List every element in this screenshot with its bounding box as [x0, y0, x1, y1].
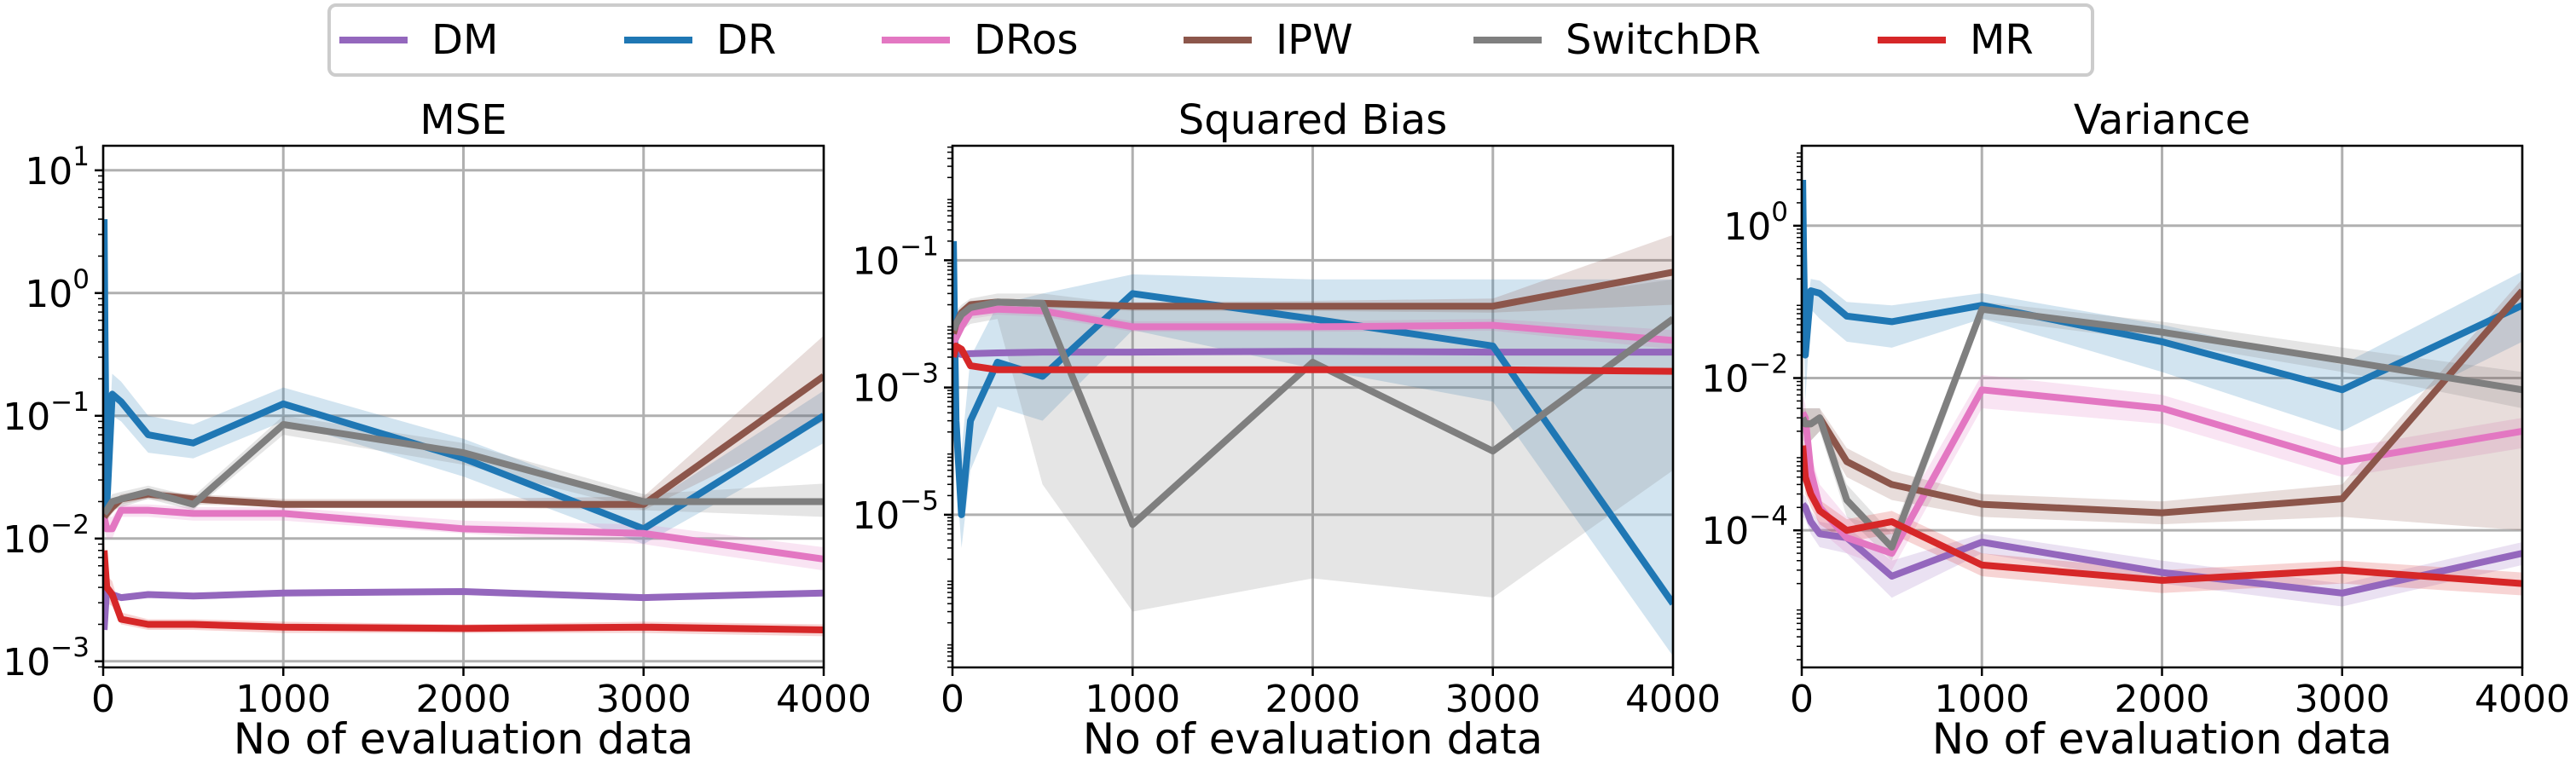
series-layer: [952, 222, 1673, 656]
x-axis-label: No of evaluation data: [1083, 714, 1543, 764]
x-tick-label: 3000: [1445, 678, 1541, 721]
y-tick-label: 10−2: [1701, 349, 1788, 401]
band-switchdr: [1803, 302, 2522, 561]
y-tick-label: 10−2: [3, 510, 90, 562]
series-layer: [103, 182, 824, 637]
x-tick-label: 4000: [776, 678, 871, 721]
legend-swatch: [339, 37, 408, 43]
legend-label: IPW: [1276, 16, 1353, 64]
legend: DM DR DRos IPW SwitchDR MR: [327, 3, 2094, 77]
panel-title: Variance: [2074, 96, 2250, 144]
band-ipw: [1803, 279, 2522, 531]
series-line-switchdr: [952, 298, 1673, 528]
band-mr: [1803, 430, 2522, 596]
series-line-dros: [952, 305, 1673, 345]
legend-label: SwitchDR: [1566, 16, 1762, 64]
band-switchdr: [104, 415, 824, 521]
panel-mse: 0 1000 2000 3000 4000 10−3 10−2 10−1 100 101 MSE No…: [3, 96, 871, 764]
x-tick-label: 0: [941, 678, 964, 721]
y-tick-label: 100: [1723, 197, 1788, 249]
x-tick-label: 1000: [1085, 678, 1180, 721]
x-tick-label: 1000: [235, 678, 331, 721]
x-tick-label: 2000: [2115, 678, 2210, 721]
band-switchdr: [953, 279, 1673, 612]
series-line-dr: [1802, 179, 2522, 394]
y-tick-label: 100: [25, 264, 90, 316]
x-tick-label: 0: [91, 678, 115, 721]
legend-label: DM: [431, 16, 499, 64]
series-layer: [1802, 157, 2522, 607]
x-tick-label: 4000: [1625, 678, 1721, 721]
legend-swatch: [1878, 37, 1946, 43]
y-tick-label: 10−3: [3, 632, 90, 684]
legend-label: DR: [716, 16, 777, 64]
legend-label: DRos: [974, 16, 1079, 64]
x-axis-label: No of evaluation data: [1932, 714, 2392, 764]
series-line-dm: [952, 348, 1673, 358]
band-ipw: [953, 234, 1673, 338]
series-line-mr: [103, 550, 824, 633]
y-tick-label: 10−5: [852, 486, 939, 538]
band-dr: [953, 222, 1673, 656]
series-line-mr: [1802, 445, 2522, 587]
x-tick-label: 0: [1790, 678, 1814, 721]
legend-label: MR: [1970, 16, 2034, 64]
x-tick-label: 2000: [416, 678, 512, 721]
panel-variance: 0 1000 2000 3000 4000 10−4 10−2 100 Variance No o…: [1701, 96, 2570, 764]
x-tick-label: 3000: [2295, 678, 2390, 721]
series-line-dr: [103, 219, 824, 533]
series-line-dros: [103, 506, 824, 563]
series-line-mr: [952, 342, 1673, 375]
x-tick-label: 2000: [1265, 678, 1361, 721]
band-dr: [104, 182, 824, 545]
panel-squared-bias: 0 1000 2000 3000 4000 10−5 10−3 10−1 Squared Bia…: [852, 96, 1721, 764]
series-line-switchdr: [103, 421, 824, 516]
y-tick-label: 10−4: [1701, 501, 1788, 553]
legend-swatch: [882, 37, 950, 43]
x-tick-label: 3000: [596, 678, 692, 721]
series-line-dros: [1802, 386, 2522, 557]
legend-swatch: [1473, 37, 1542, 43]
y-tick-label: 10−3: [852, 359, 939, 411]
legend-swatch: [624, 37, 692, 43]
x-axis-label: No of evaluation data: [234, 714, 693, 764]
x-tick-label: 1000: [1934, 678, 2029, 721]
y-tick-label: 10−1: [852, 231, 939, 283]
panel-title: MSE: [420, 96, 507, 144]
panel-title: Squared Bias: [1178, 96, 1447, 144]
series-line-dm: [1802, 502, 2522, 597]
legend-swatch: [1184, 37, 1252, 43]
y-tick-label: 10−1: [3, 387, 90, 439]
y-tick-label: 101: [25, 141, 90, 193]
x-tick-label: 4000: [2475, 678, 2570, 721]
